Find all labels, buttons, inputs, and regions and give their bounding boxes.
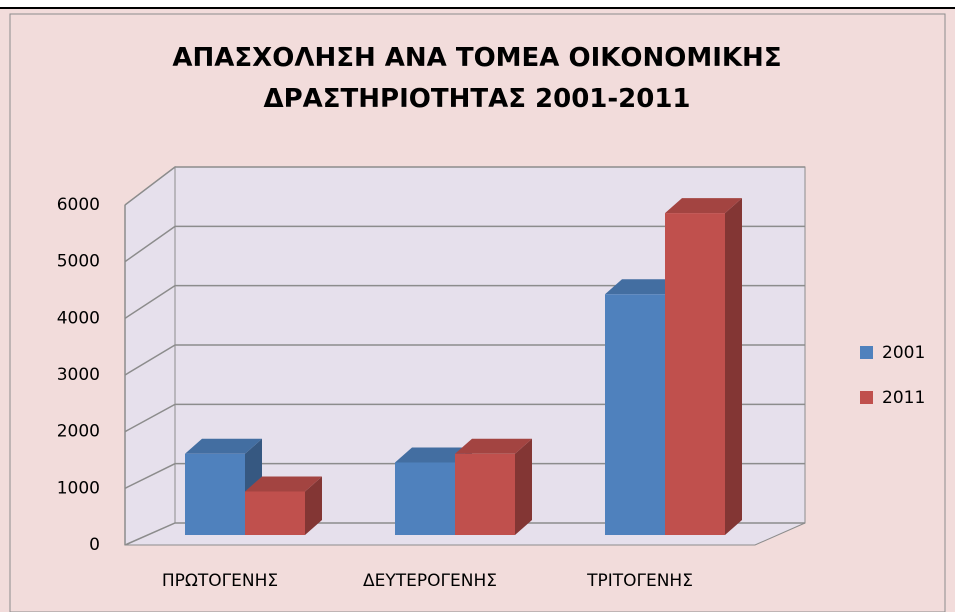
grid-line: [124, 403, 805, 433]
y-tick-label: 3000: [57, 365, 100, 385]
bar: [665, 213, 725, 535]
bar: [605, 294, 665, 535]
bar-top: [185, 438, 262, 454]
y-tick-label: 4000: [57, 308, 100, 328]
grid-line: [124, 166, 805, 206]
bar-top: [605, 279, 682, 295]
x-tick-label: ΠΡΩΤΟΓΕΝΗΣ: [162, 571, 278, 591]
bar: [185, 453, 245, 535]
bar-side: [725, 198, 742, 535]
y-tick-label: 1000: [57, 478, 100, 498]
x-tick-label: ΔΕΥΤΕΡΟΓΕΝΗΣ: [363, 571, 497, 591]
bar-side: [515, 438, 532, 535]
legend-label: 2011: [882, 388, 925, 408]
y-tick-label: 2000: [57, 422, 100, 442]
grid-line: [124, 522, 805, 546]
grid-line: [124, 284, 805, 319]
legend-swatch: [860, 391, 873, 404]
bar: [245, 491, 305, 535]
bar-top: [455, 438, 532, 454]
bar: [395, 462, 455, 535]
grid-line: [124, 462, 805, 490]
grid-line: [124, 344, 805, 376]
bar-top: [665, 198, 742, 214]
y-tick-label: 6000: [57, 195, 100, 215]
bar: [455, 453, 515, 535]
bar-top: [245, 476, 322, 492]
bar-side: [305, 476, 322, 535]
y-tick-label: 5000: [57, 252, 100, 272]
chart-frame: [9, 13, 946, 612]
side-wall: [124, 165, 176, 546]
y-tick-label: 0: [89, 535, 100, 555]
grid-line: [124, 225, 805, 263]
legend-swatch: [860, 346, 873, 359]
bar-top: [395, 447, 472, 463]
legend-label: 2001: [882, 343, 925, 363]
x-tick-label: ΤΡΙΤΟΓΕΝΗΣ: [586, 571, 693, 591]
chart-title: ΑΠΑΣΧΟΛΗΣΗ ΑΝΑ ΤΟΜΕΑ ΟΙΚΟΝΟΜΙΚΗΣ ΔΡΑΣΤΗΡ…: [172, 43, 782, 114]
